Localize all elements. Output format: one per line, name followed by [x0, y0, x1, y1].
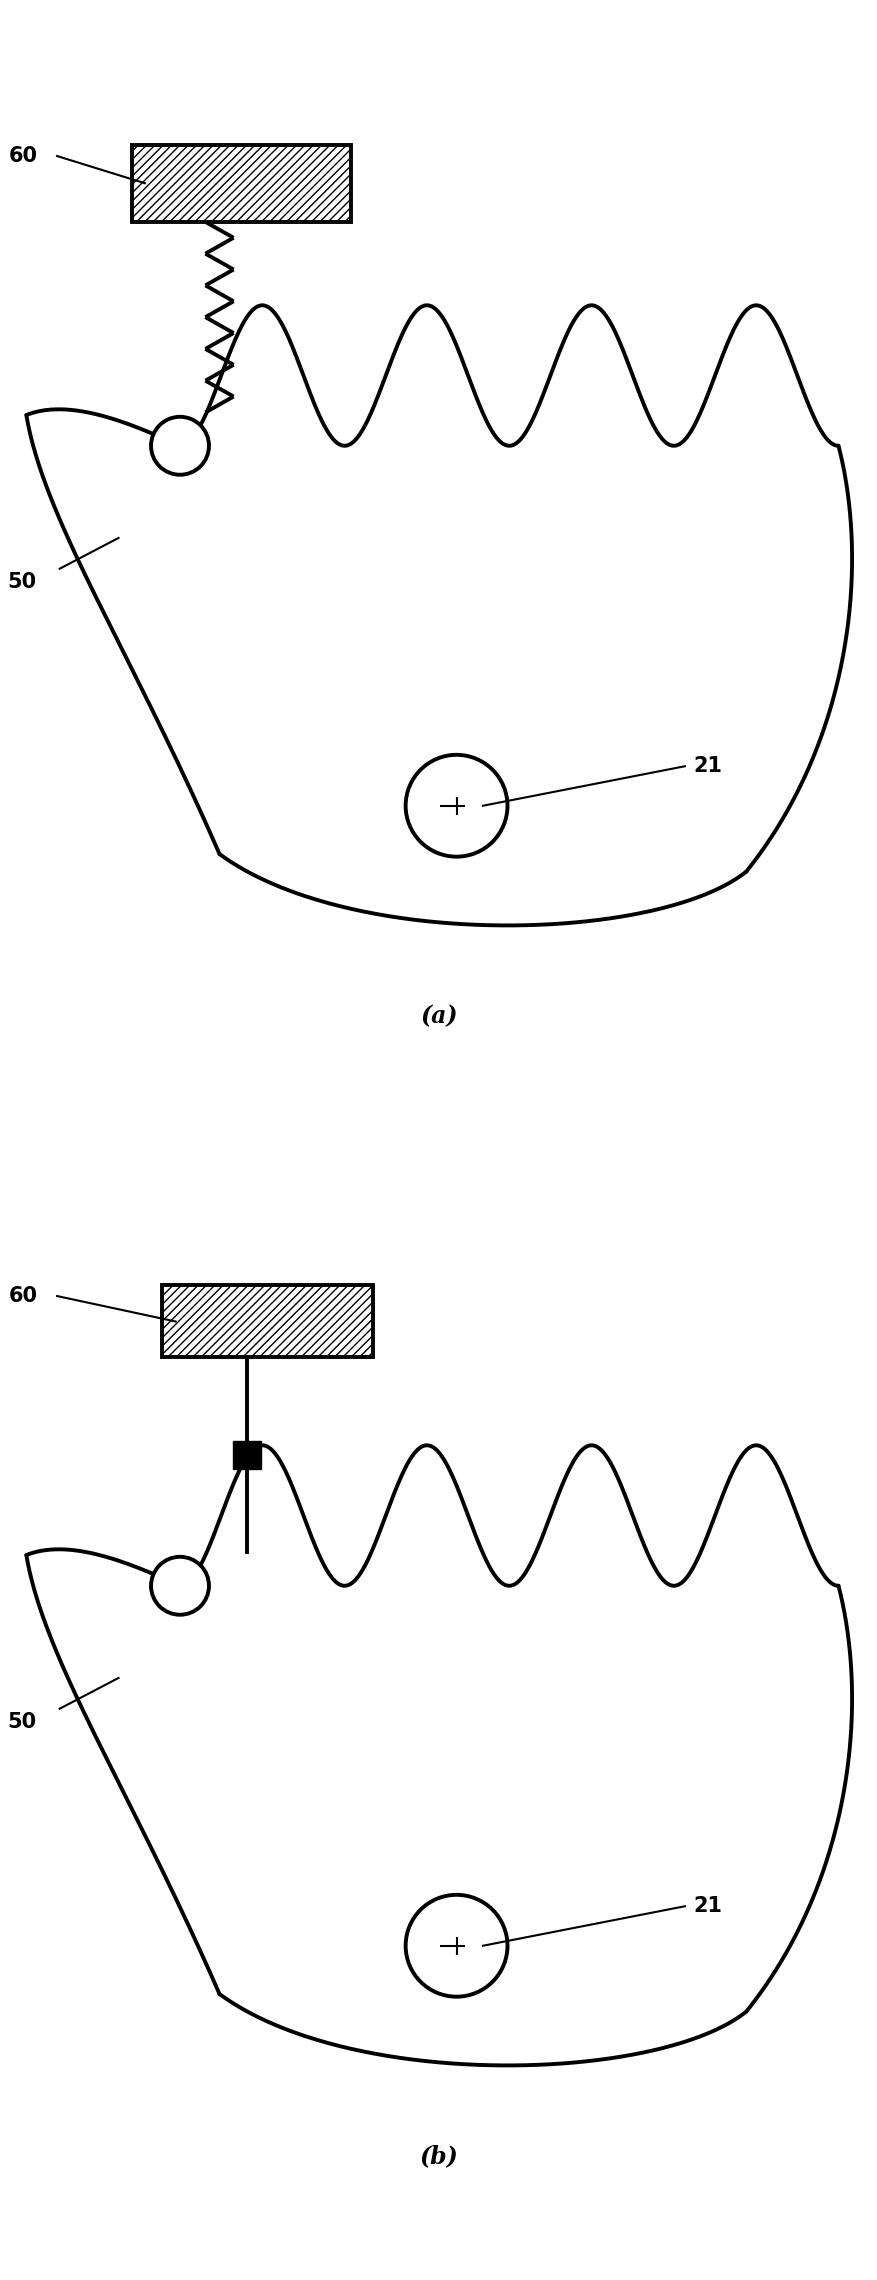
Text: 21: 21 [693, 1897, 722, 1915]
Text: 60: 60 [9, 1286, 38, 1306]
Text: (a): (a) [420, 1005, 457, 1028]
Bar [132, 144, 351, 221]
Text: 21: 21 [693, 757, 722, 775]
Text: 50: 50 [7, 572, 36, 593]
Circle shape [151, 1557, 209, 1614]
Text: (b): (b) [419, 2145, 458, 2168]
Text: 60: 60 [9, 146, 38, 166]
Bar [162, 1286, 373, 1357]
Text: 50: 50 [7, 1712, 36, 1733]
Bar [232, 1441, 260, 1468]
Circle shape [151, 417, 209, 474]
